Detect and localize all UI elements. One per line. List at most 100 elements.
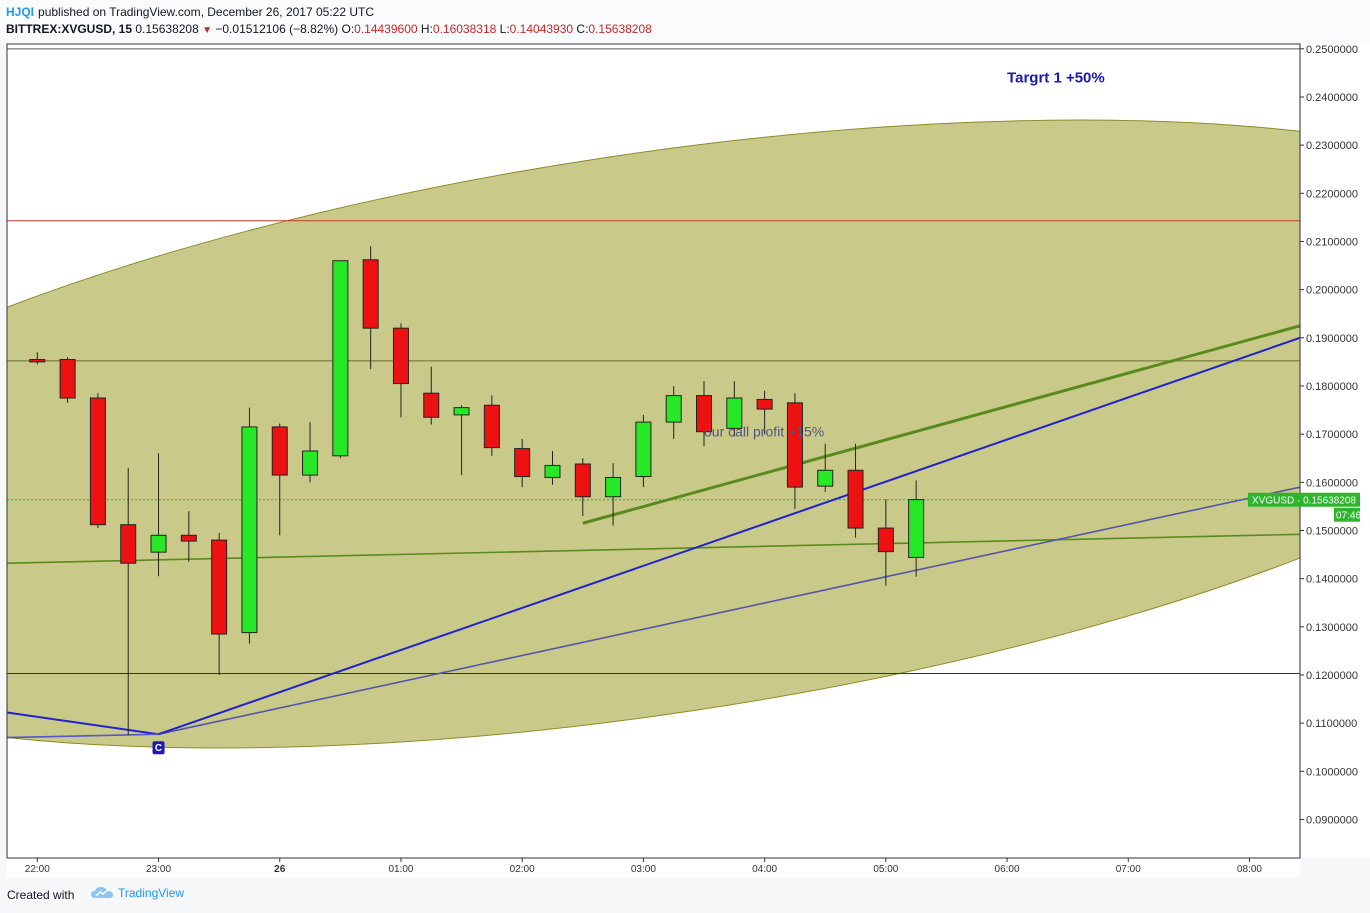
created-with-label: Created with	[7, 888, 75, 902]
last-price: 0.15638208	[135, 22, 199, 36]
x-tick-label: 04:00	[752, 864, 777, 875]
candle-body	[211, 539, 228, 635]
candle-body	[635, 421, 652, 478]
author-name[interactable]: HJQI	[6, 5, 35, 19]
candle-body	[544, 464, 561, 478]
candle	[877, 499, 894, 586]
candle	[453, 405, 470, 476]
y-tick-label: 0.1700000	[1306, 429, 1358, 441]
y-tick-label: 0.2100000	[1306, 236, 1358, 248]
candle	[665, 385, 682, 439]
y-tick-label: 0.2400000	[1306, 92, 1358, 104]
candle-body	[847, 469, 864, 529]
candle-body	[271, 426, 288, 476]
candle	[29, 352, 46, 365]
candle-body	[302, 450, 319, 476]
candle-body	[786, 402, 803, 488]
candle	[605, 463, 622, 526]
close-label: C:	[576, 22, 589, 36]
candle-body	[605, 476, 622, 498]
target-annotation: Targrt 1 +50%	[1007, 70, 1105, 87]
chart-header: HJQI published on TradingView.com, Decemb…	[0, 0, 1370, 44]
tradingview-brand[interactable]: TradingView	[90, 886, 184, 900]
candle	[211, 532, 228, 675]
open-label: O:	[341, 22, 355, 36]
candle-body	[120, 524, 137, 564]
y-axis-panel	[1301, 44, 1370, 858]
candle-body	[726, 397, 743, 429]
x-tick-label: 06:00	[995, 864, 1020, 875]
marker-c-badge	[152, 741, 165, 755]
candle-body	[180, 534, 197, 542]
candle-body	[241, 426, 258, 634]
y-tick-label: 0.1200000	[1306, 670, 1358, 682]
candle	[635, 414, 652, 488]
candle-body	[59, 358, 76, 399]
candle	[756, 390, 773, 435]
x-tick-label: 26	[274, 864, 286, 875]
trend-line-blue-lower	[7, 711, 159, 736]
high-value: 0.16038318	[432, 22, 497, 36]
candle	[302, 422, 319, 483]
candle	[362, 246, 379, 370]
candle	[817, 443, 834, 492]
tradingview-link[interactable]: TradingView	[118, 886, 185, 900]
candle	[271, 423, 288, 536]
publish-line: HJQI published on TradingView.com, Decemb…	[6, 5, 374, 19]
candle	[514, 438, 531, 488]
candle	[544, 451, 561, 485]
symbol-label: BITTREX:XVGUSD, 15	[6, 22, 133, 36]
plot-layer: Targrt 1 +50% our call profit +15%	[7, 48, 1300, 749]
x-tick-label: 01:00	[388, 864, 413, 875]
x-axis-panel	[7, 858, 1300, 878]
y-tick-label: 0.0900000	[1306, 814, 1358, 826]
x-tick-label: 07:00	[1116, 864, 1141, 875]
x-tick-label: 05:00	[873, 864, 898, 875]
candle	[696, 381, 713, 447]
price-change: −0.01512106 (−8.82%)	[215, 22, 339, 36]
candle-body	[29, 358, 46, 363]
trend-line-purple-support	[158, 486, 1300, 735]
price-chart[interactable]: Targrt 1 +50% our call profit +15% C 0.2500…	[0, 0, 1370, 880]
candle	[786, 393, 803, 509]
y-tick-label: 0.2000000	[1306, 285, 1358, 297]
y-tick-label: 0.1800000	[1306, 381, 1358, 393]
trend-line-thin-blue	[7, 733, 159, 739]
open-value: 0.14439600	[354, 22, 418, 36]
candle-body	[877, 527, 894, 553]
x-tick-label: 22:00	[25, 864, 50, 875]
candle	[120, 467, 137, 736]
candle-body	[574, 463, 591, 498]
close-value: 0.15638208	[588, 22, 652, 36]
low-label: L:	[499, 22, 510, 36]
countdown-text: 07:46	[1336, 511, 1361, 522]
footer: Created with TradingView	[0, 880, 1370, 913]
price-label-text: XVGUSD · 0.15638208	[1252, 496, 1356, 507]
candle	[847, 443, 864, 538]
y-tick-label: 0.1400000	[1306, 574, 1358, 586]
y-tick-label: 0.1100000	[1306, 718, 1357, 730]
candle	[180, 511, 197, 562]
candle-body	[665, 395, 682, 423]
y-tick-label: 0.1500000	[1306, 525, 1358, 537]
profit-annotation: our call profit +15%	[704, 424, 824, 440]
candle-body	[89, 397, 106, 526]
low-value: 0.14043930	[509, 22, 574, 36]
tradingview-cloud-icon	[91, 887, 113, 898]
candle	[150, 453, 167, 577]
candle	[332, 260, 349, 459]
candle-body	[453, 407, 470, 416]
candle	[574, 458, 591, 517]
candle-body	[756, 398, 773, 410]
down-triangle-icon: ▼	[202, 25, 213, 36]
y-tick-label: 0.2500000	[1306, 44, 1358, 56]
ohlc-line: BITTREX:XVGUSD, 15 0.15638208 ▼ −0.01512…	[6, 22, 652, 36]
y-tick-label: 0.1300000	[1306, 622, 1358, 634]
candle-body	[392, 327, 409, 385]
candle	[89, 393, 106, 529]
candle-body	[514, 448, 531, 478]
y-tick-label: 0.1900000	[1306, 333, 1358, 345]
high-label: H:	[420, 22, 433, 36]
candle	[392, 323, 409, 418]
candle-body	[362, 259, 379, 329]
